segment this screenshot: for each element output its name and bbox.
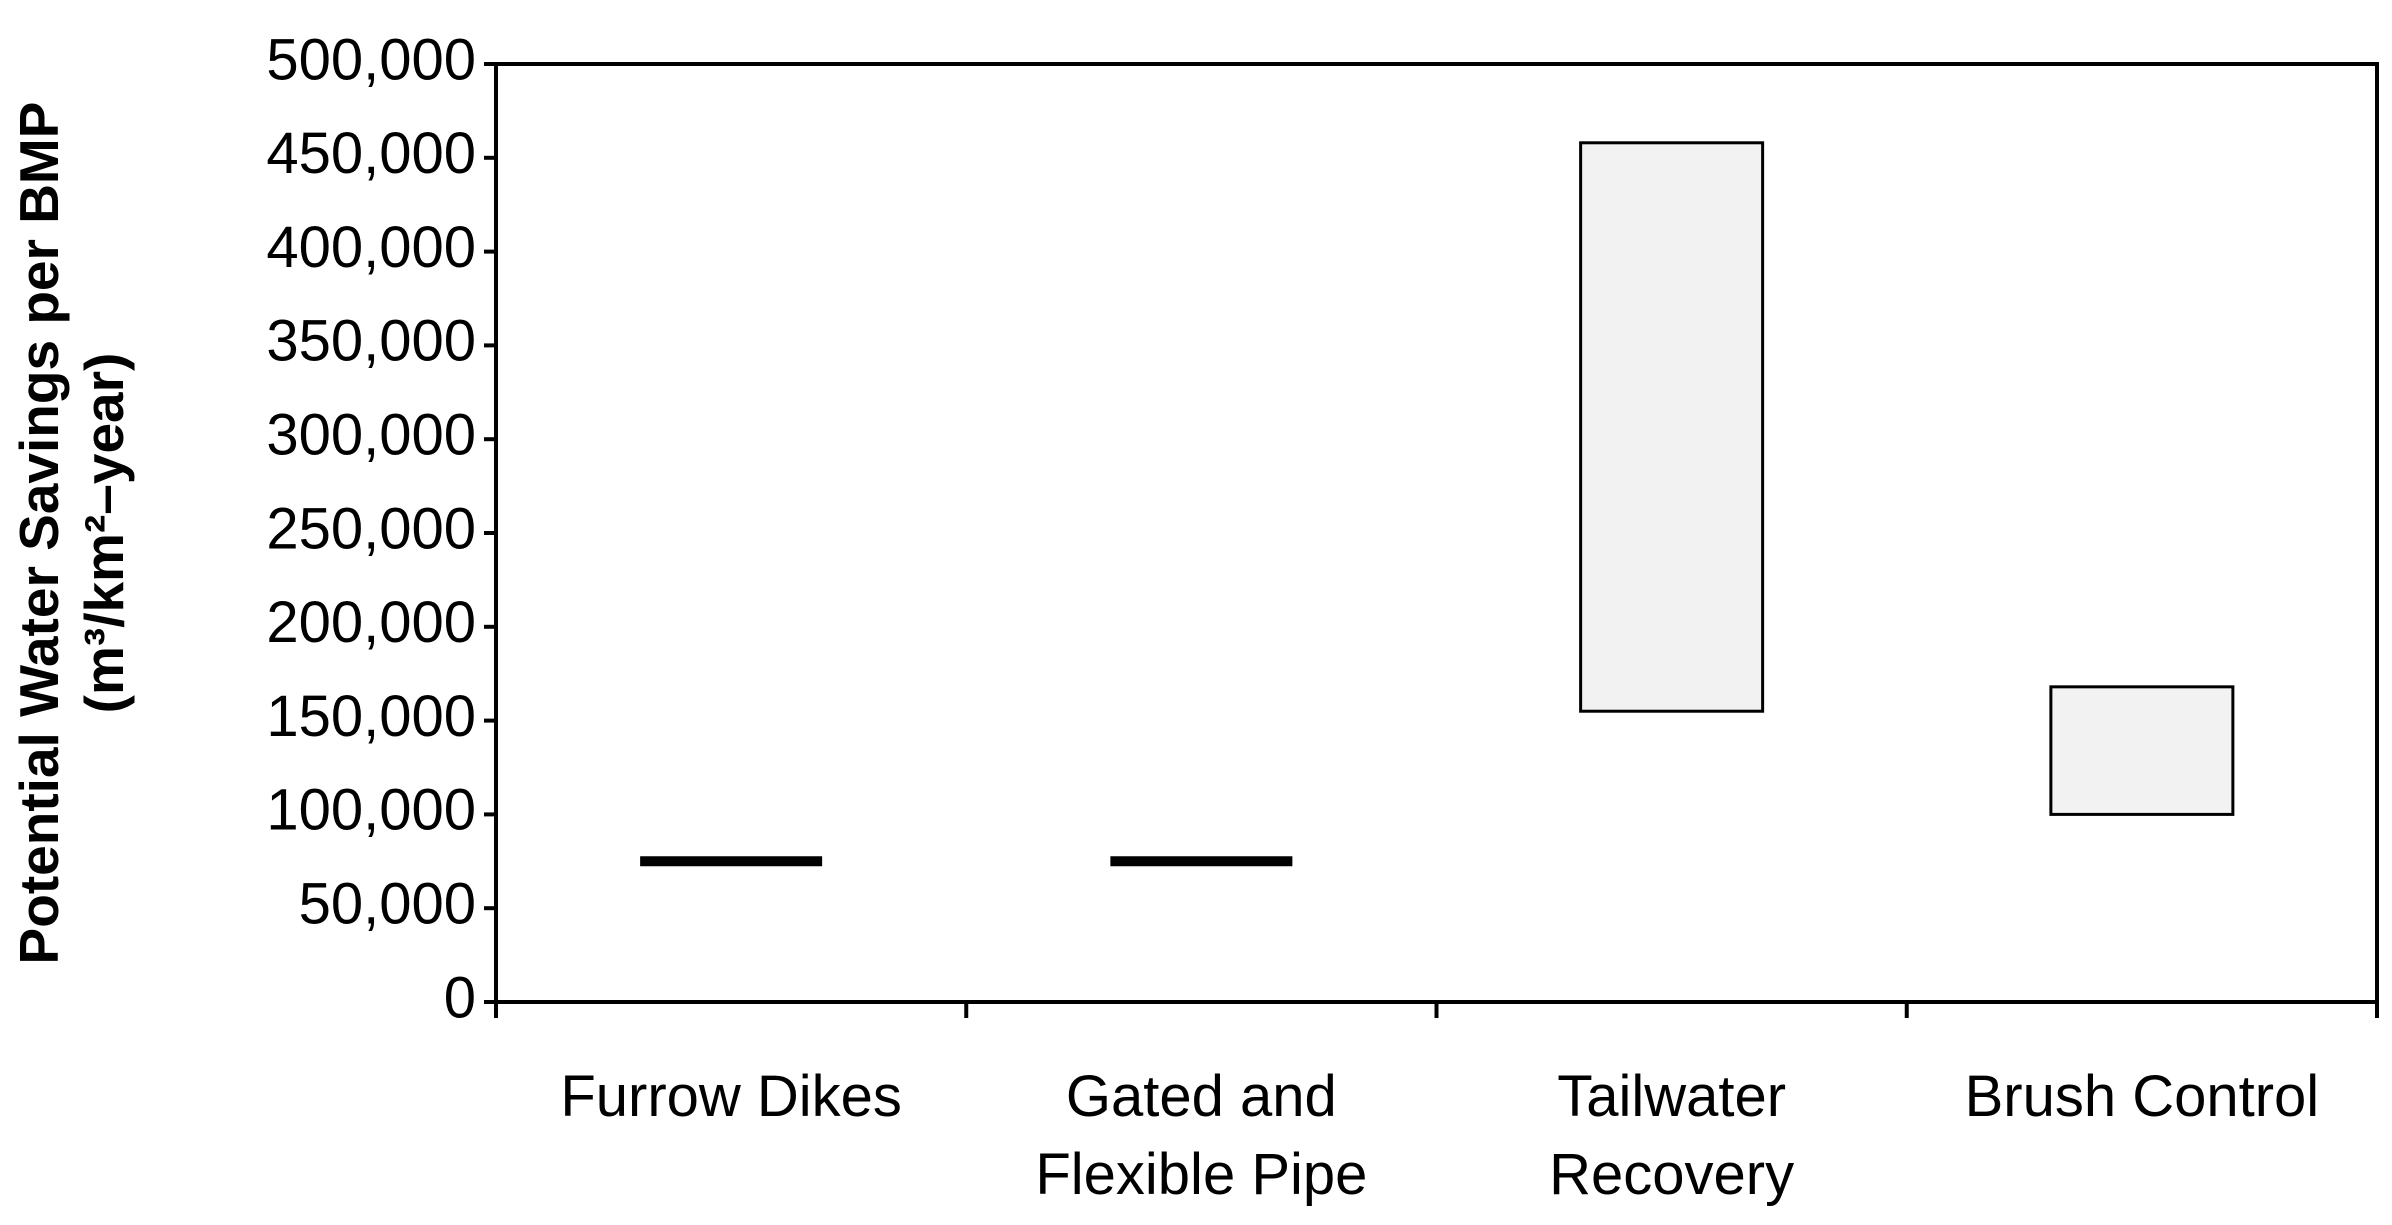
x-tick-label: Tailwater bbox=[1557, 1064, 1786, 1129]
x-tick-label: Gated and bbox=[1066, 1064, 1337, 1129]
y-tick-label: 300,000 bbox=[266, 403, 476, 468]
range-bar bbox=[1579, 141, 1765, 713]
y-tick-label: 400,000 bbox=[266, 215, 476, 280]
y-tick-label: 500,000 bbox=[266, 27, 476, 92]
range-bar bbox=[2049, 685, 2235, 816]
y-tick-label: 0 bbox=[444, 965, 476, 1030]
x-tick-label: Recovery bbox=[1549, 1142, 1794, 1207]
y-axis-label: Potential Water Savings per BMP bbox=[8, 102, 70, 965]
y-tick-label: 100,000 bbox=[266, 778, 476, 843]
y-tick-label: 350,000 bbox=[266, 309, 476, 374]
x-tick-label: Flexible Pipe bbox=[1035, 1142, 1367, 1207]
y-tick-label: 250,000 bbox=[266, 496, 476, 561]
y-tick-label: 450,000 bbox=[266, 121, 476, 186]
y-tick-label: 150,000 bbox=[266, 684, 476, 749]
plot-frame bbox=[494, 62, 2379, 1004]
x-tick-label: Brush Control bbox=[1965, 1064, 2320, 1129]
x-tick-label: Furrow Dikes bbox=[560, 1064, 902, 1129]
y-tick-label: 50,000 bbox=[299, 872, 476, 937]
y-tick-label: 200,000 bbox=[266, 590, 476, 655]
y-axis-label: (m³/km²–year) bbox=[73, 353, 135, 714]
